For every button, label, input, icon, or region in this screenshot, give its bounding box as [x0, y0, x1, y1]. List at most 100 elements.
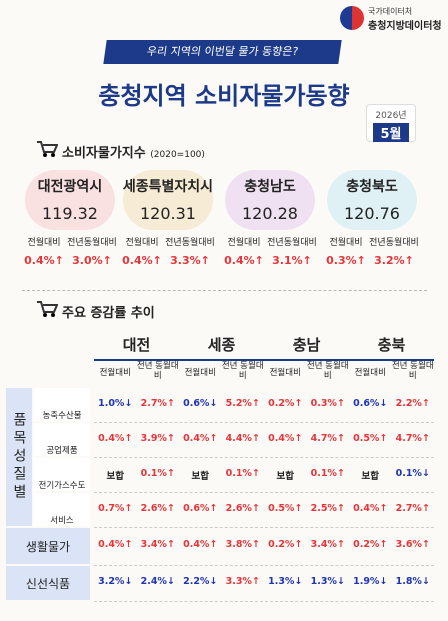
table-cell: 0.4%↑	[183, 432, 218, 444]
sub-header: 전년 동월대비	[221, 361, 264, 381]
group-label: 품목성질별	[6, 388, 32, 526]
table-cell: 0.4%↑	[98, 432, 133, 444]
change-label: 전년동월대비	[369, 238, 419, 248]
sub-header: 전년 동월대비	[306, 361, 349, 381]
table-cell: 4.4%↑	[225, 432, 260, 444]
table-cell: 3.8%↑	[225, 539, 260, 550]
table-cell: 0.2%↑	[353, 539, 388, 550]
sub-header: 전월대비	[99, 368, 131, 378]
section-title-text: 소비자물가지수	[62, 146, 146, 161]
change-label: 전월대비	[125, 238, 159, 248]
row-bg	[6, 528, 90, 564]
table-cell: 0.6%↓	[353, 397, 388, 409]
row-line	[94, 422, 434, 423]
table-cell: 2.2%↑	[395, 397, 430, 409]
region-index: 120.76	[344, 204, 400, 223]
table-cell: 0.1%↑	[225, 467, 260, 479]
section-note: (2020=100)	[150, 150, 205, 160]
region-name: 충청남도	[244, 179, 296, 195]
table-cell: 4.7%↑	[310, 432, 345, 444]
row-line	[94, 492, 434, 493]
section-title: 소비자물가지수 (2020=100)	[62, 142, 205, 161]
row-bg	[34, 388, 90, 421]
table-cell: 3.9%↑	[140, 432, 175, 444]
row-line	[94, 527, 434, 528]
badge: 2026년 5월	[366, 104, 416, 142]
change-label: 전년동월대비	[267, 238, 317, 248]
agency-line: 국가데이터처	[368, 7, 413, 16]
row-label: 공업제품	[46, 446, 78, 456]
table-cell: 보합	[276, 470, 294, 482]
change-value: 0.3%↑	[326, 254, 366, 267]
column-header: 충북	[349, 334, 434, 361]
table-cell: 1.3%↓	[310, 576, 345, 587]
row-line	[94, 457, 434, 458]
table-cell: 0.1%↑	[310, 467, 345, 479]
cart-icon	[37, 301, 58, 317]
change-value: 3.3%↑	[170, 254, 210, 267]
row-label: 생활물가	[25, 540, 71, 554]
row-line	[94, 565, 434, 566]
column-header: 충남	[264, 334, 349, 361]
banner: 우리 지역의 이번달 물가 동향은?	[103, 40, 342, 64]
divider	[22, 290, 427, 291]
region-shape	[225, 170, 315, 230]
table-cell: 0.1%↓	[395, 467, 430, 479]
region-shape	[25, 170, 115, 230]
table-cell: 보합	[106, 470, 124, 482]
table-cell: 0.4%↑	[353, 502, 388, 514]
table-cell: 0.7%↑	[98, 502, 133, 514]
table-cell: 5.2%↑	[225, 397, 260, 409]
row-label: 농축수산물	[42, 411, 82, 421]
sub-header: 전월대비	[354, 368, 386, 378]
sub-header: 전년 동월대비	[136, 361, 179, 381]
sub-header: 전월대비	[184, 368, 216, 378]
badge-year: 2026년	[375, 111, 407, 121]
section-title: 주요 증감률 추이	[62, 306, 155, 321]
table-cell: 0.4%↑	[183, 539, 218, 550]
table-cell: 2.6%↑	[225, 502, 260, 514]
table-cell: 0.2%↑	[268, 397, 303, 409]
table-cell: 0.5%↑	[353, 432, 388, 444]
badge-month: 5월	[373, 123, 409, 142]
table-cell: 0.4%↑	[268, 432, 303, 444]
sub-header: 전월대비	[269, 368, 301, 378]
table-cell: 0.2%↑	[268, 539, 303, 550]
region-name: 세종특별자치시	[122, 179, 214, 195]
region-shape	[327, 170, 417, 230]
agency-line: 충청지방데이터청	[368, 21, 442, 32]
table-cell: 1.8%↓	[395, 576, 430, 587]
table-cell: 3.2%↓	[98, 576, 133, 587]
row-line	[94, 601, 434, 602]
region-shape	[123, 170, 213, 230]
region-index: 120.31	[140, 204, 196, 223]
table-cell: 0.5%↑	[268, 502, 303, 514]
change-label: 전월대비	[227, 238, 261, 248]
table-cell: 2.2%↓	[183, 576, 218, 587]
table-cell: 3.4%↑	[140, 539, 175, 550]
table-cell: 1.3%↓	[268, 576, 303, 587]
row-label: 서비스	[50, 516, 74, 526]
logo	[340, 6, 364, 30]
table-cell: 1.9%↓	[353, 576, 388, 587]
table-cell: 보합	[191, 470, 209, 482]
sub-header: 전년 동월대비	[391, 361, 434, 381]
table-cell: 1.0%↓	[98, 397, 133, 409]
change-value: 3.0%↑	[72, 254, 112, 267]
row-bg	[34, 458, 90, 491]
change-value: 0.4%↑	[122, 254, 162, 267]
table-cell: 2.7%↑	[395, 502, 430, 514]
table-cell: 0.4%↑	[98, 539, 133, 550]
row-bg	[34, 493, 90, 526]
region-index: 119.32	[42, 204, 98, 223]
table-cell: 2.7%↑	[140, 397, 175, 409]
table-cell: 0.3%↑	[310, 397, 345, 409]
table-cell: 2.5%↑	[310, 502, 345, 514]
table-cell: 2.6%↑	[140, 502, 175, 514]
region-name: 충청북도	[346, 179, 398, 195]
row-bg	[6, 566, 90, 600]
column-header: 대전	[94, 334, 179, 361]
table-cell: 3.6%↑	[395, 539, 430, 550]
table-cell: 3.4%↑	[310, 539, 345, 550]
change-label: 전월대비	[329, 238, 363, 248]
